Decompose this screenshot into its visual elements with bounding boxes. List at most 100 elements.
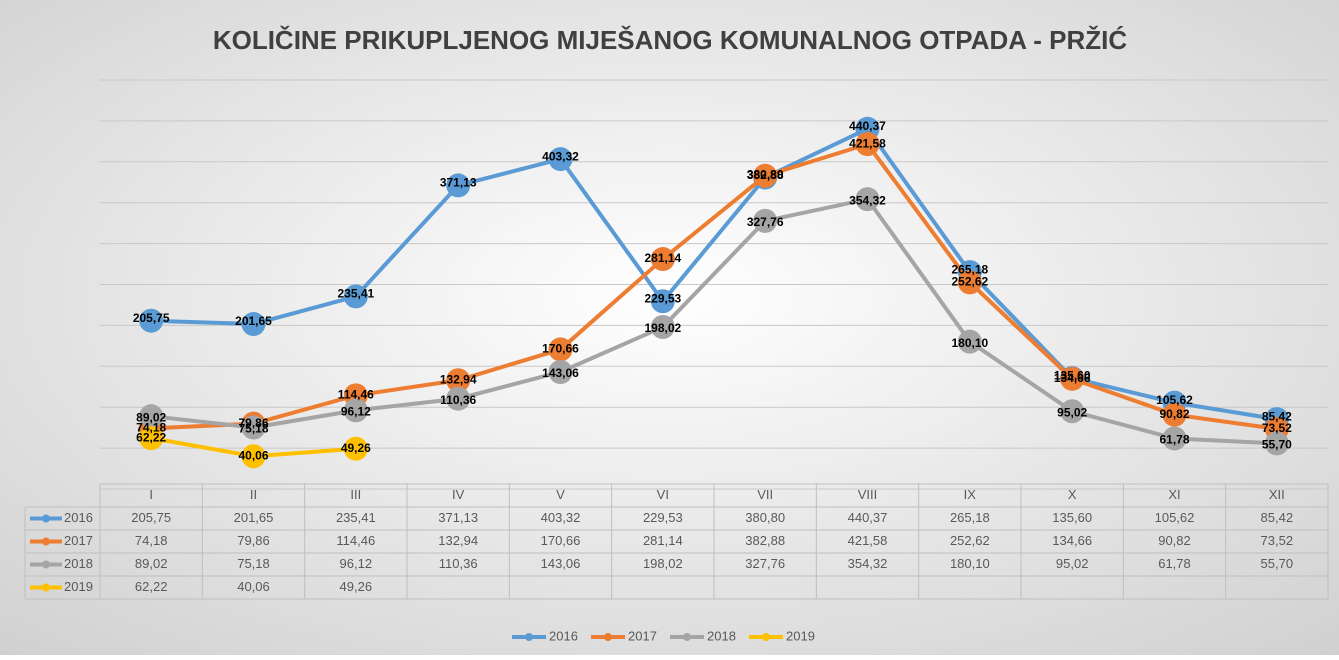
- legend-label: 2016: [549, 628, 578, 643]
- table-cell: 380,80: [745, 510, 785, 525]
- data-label: 143,06: [542, 366, 579, 380]
- table-cell: 132,94: [438, 533, 478, 548]
- x-tick-label: VIII: [858, 487, 878, 502]
- table-cell: 79,86: [237, 533, 270, 548]
- x-tick-label: X: [1068, 487, 1077, 502]
- data-label: 327,76: [747, 215, 784, 229]
- x-tick-label: IV: [452, 487, 465, 502]
- table-cell: 90,82: [1158, 533, 1191, 548]
- legend-key: [42, 537, 50, 546]
- data-label: 229,53: [644, 291, 681, 305]
- table-cell: 354,32: [848, 556, 888, 571]
- data-label: 421,58: [849, 136, 886, 150]
- table-cell: 229,53: [643, 510, 683, 525]
- marker: [446, 173, 471, 198]
- legend-key: [42, 560, 50, 569]
- marker: [548, 359, 573, 384]
- data-label: 74,18: [136, 420, 166, 434]
- marker: [548, 147, 573, 172]
- x-tick-label: VII: [757, 487, 773, 502]
- table-cell: 114,46: [336, 533, 375, 548]
- table-cell: 143,06: [541, 556, 581, 571]
- table-series-name: 2019: [64, 579, 93, 594]
- x-tick-label: I: [149, 487, 153, 502]
- table-cell: 327,76: [745, 556, 785, 571]
- data-label: 265,18: [951, 262, 988, 276]
- table-cell: 73,52: [1261, 533, 1294, 548]
- marker: [753, 163, 778, 188]
- table-cell: 382,88: [745, 533, 785, 548]
- data-label: 95,02: [1057, 405, 1087, 419]
- legend-key: [42, 514, 50, 523]
- data-label: 85,42: [1262, 409, 1292, 423]
- legend-key: [683, 633, 691, 641]
- table-cell: 89,02: [135, 556, 168, 571]
- marker: [241, 444, 266, 469]
- table-cell: 95,02: [1056, 556, 1089, 571]
- marker: [343, 436, 368, 461]
- data-label: 49,26: [341, 441, 371, 455]
- x-tick-label: VI: [657, 487, 669, 502]
- data-label: 403,32: [542, 149, 579, 163]
- data-label: 382,88: [747, 168, 784, 182]
- data-label: 135,60: [1054, 368, 1091, 382]
- marker: [139, 426, 164, 451]
- data-label: 110,36: [440, 393, 476, 407]
- marker: [1060, 399, 1085, 424]
- table-cell: 201,65: [234, 510, 274, 525]
- table-cell: 61,78: [1158, 556, 1191, 571]
- data-label: 134,66: [1054, 371, 1091, 385]
- table-cell: 134,66: [1052, 533, 1092, 548]
- data-label: 55,70: [1262, 438, 1292, 452]
- data-label: 62,22: [136, 430, 166, 444]
- table-cell: 205,75: [131, 510, 171, 525]
- table-cell: 105,62: [1155, 510, 1195, 525]
- marker: [1264, 431, 1289, 456]
- table-cell: 40,06: [237, 579, 270, 594]
- table-cell: 265,18: [950, 510, 990, 525]
- marker: [548, 337, 573, 362]
- table-series-name: 2016: [64, 510, 93, 525]
- marker: [650, 247, 675, 272]
- data-label: 371,13: [440, 176, 477, 190]
- data-label: 281,14: [644, 251, 681, 265]
- table-cell: 49,26: [340, 579, 373, 594]
- table-cell: 403,32: [541, 510, 581, 525]
- marker: [139, 404, 164, 429]
- table-cell: 55,70: [1261, 556, 1294, 571]
- marker: [855, 132, 880, 157]
- x-tick-label: II: [250, 487, 257, 502]
- table-cell: 62,22: [135, 579, 168, 594]
- marker: [343, 398, 368, 423]
- marker: [1162, 402, 1187, 427]
- data-label: 205,75: [133, 311, 170, 325]
- legend-key: [525, 633, 533, 641]
- x-tick-label: III: [350, 487, 361, 502]
- series-line: [151, 126, 1278, 422]
- table-cell: 421,58: [848, 533, 888, 548]
- table-cell: 235,41: [336, 510, 376, 525]
- table-cell: 75,18: [237, 556, 270, 571]
- series-line: [151, 141, 1278, 431]
- legend-key: [604, 633, 612, 641]
- data-label: 235,41: [337, 287, 374, 301]
- data-label: 252,62: [951, 275, 988, 289]
- table-cell: 440,37: [848, 510, 888, 525]
- data-label: 79,86: [238, 416, 268, 430]
- table-cell: 180,10: [950, 556, 990, 571]
- series-line: [150, 196, 1277, 446]
- marker: [650, 315, 675, 340]
- table-cell: 110,36: [439, 556, 478, 571]
- data-label: 90,82: [1159, 407, 1189, 421]
- data-label: 354,32: [849, 193, 886, 207]
- legend-label: 2018: [707, 628, 736, 643]
- marker: [343, 284, 368, 309]
- x-tick-label: V: [556, 487, 565, 502]
- table-cell: 74,18: [135, 533, 168, 548]
- marker: [139, 308, 164, 333]
- marker: [241, 312, 266, 337]
- data-label: 75,18: [238, 422, 268, 436]
- data-label: 105,62: [1156, 393, 1193, 407]
- data-label: 114,46: [338, 388, 374, 402]
